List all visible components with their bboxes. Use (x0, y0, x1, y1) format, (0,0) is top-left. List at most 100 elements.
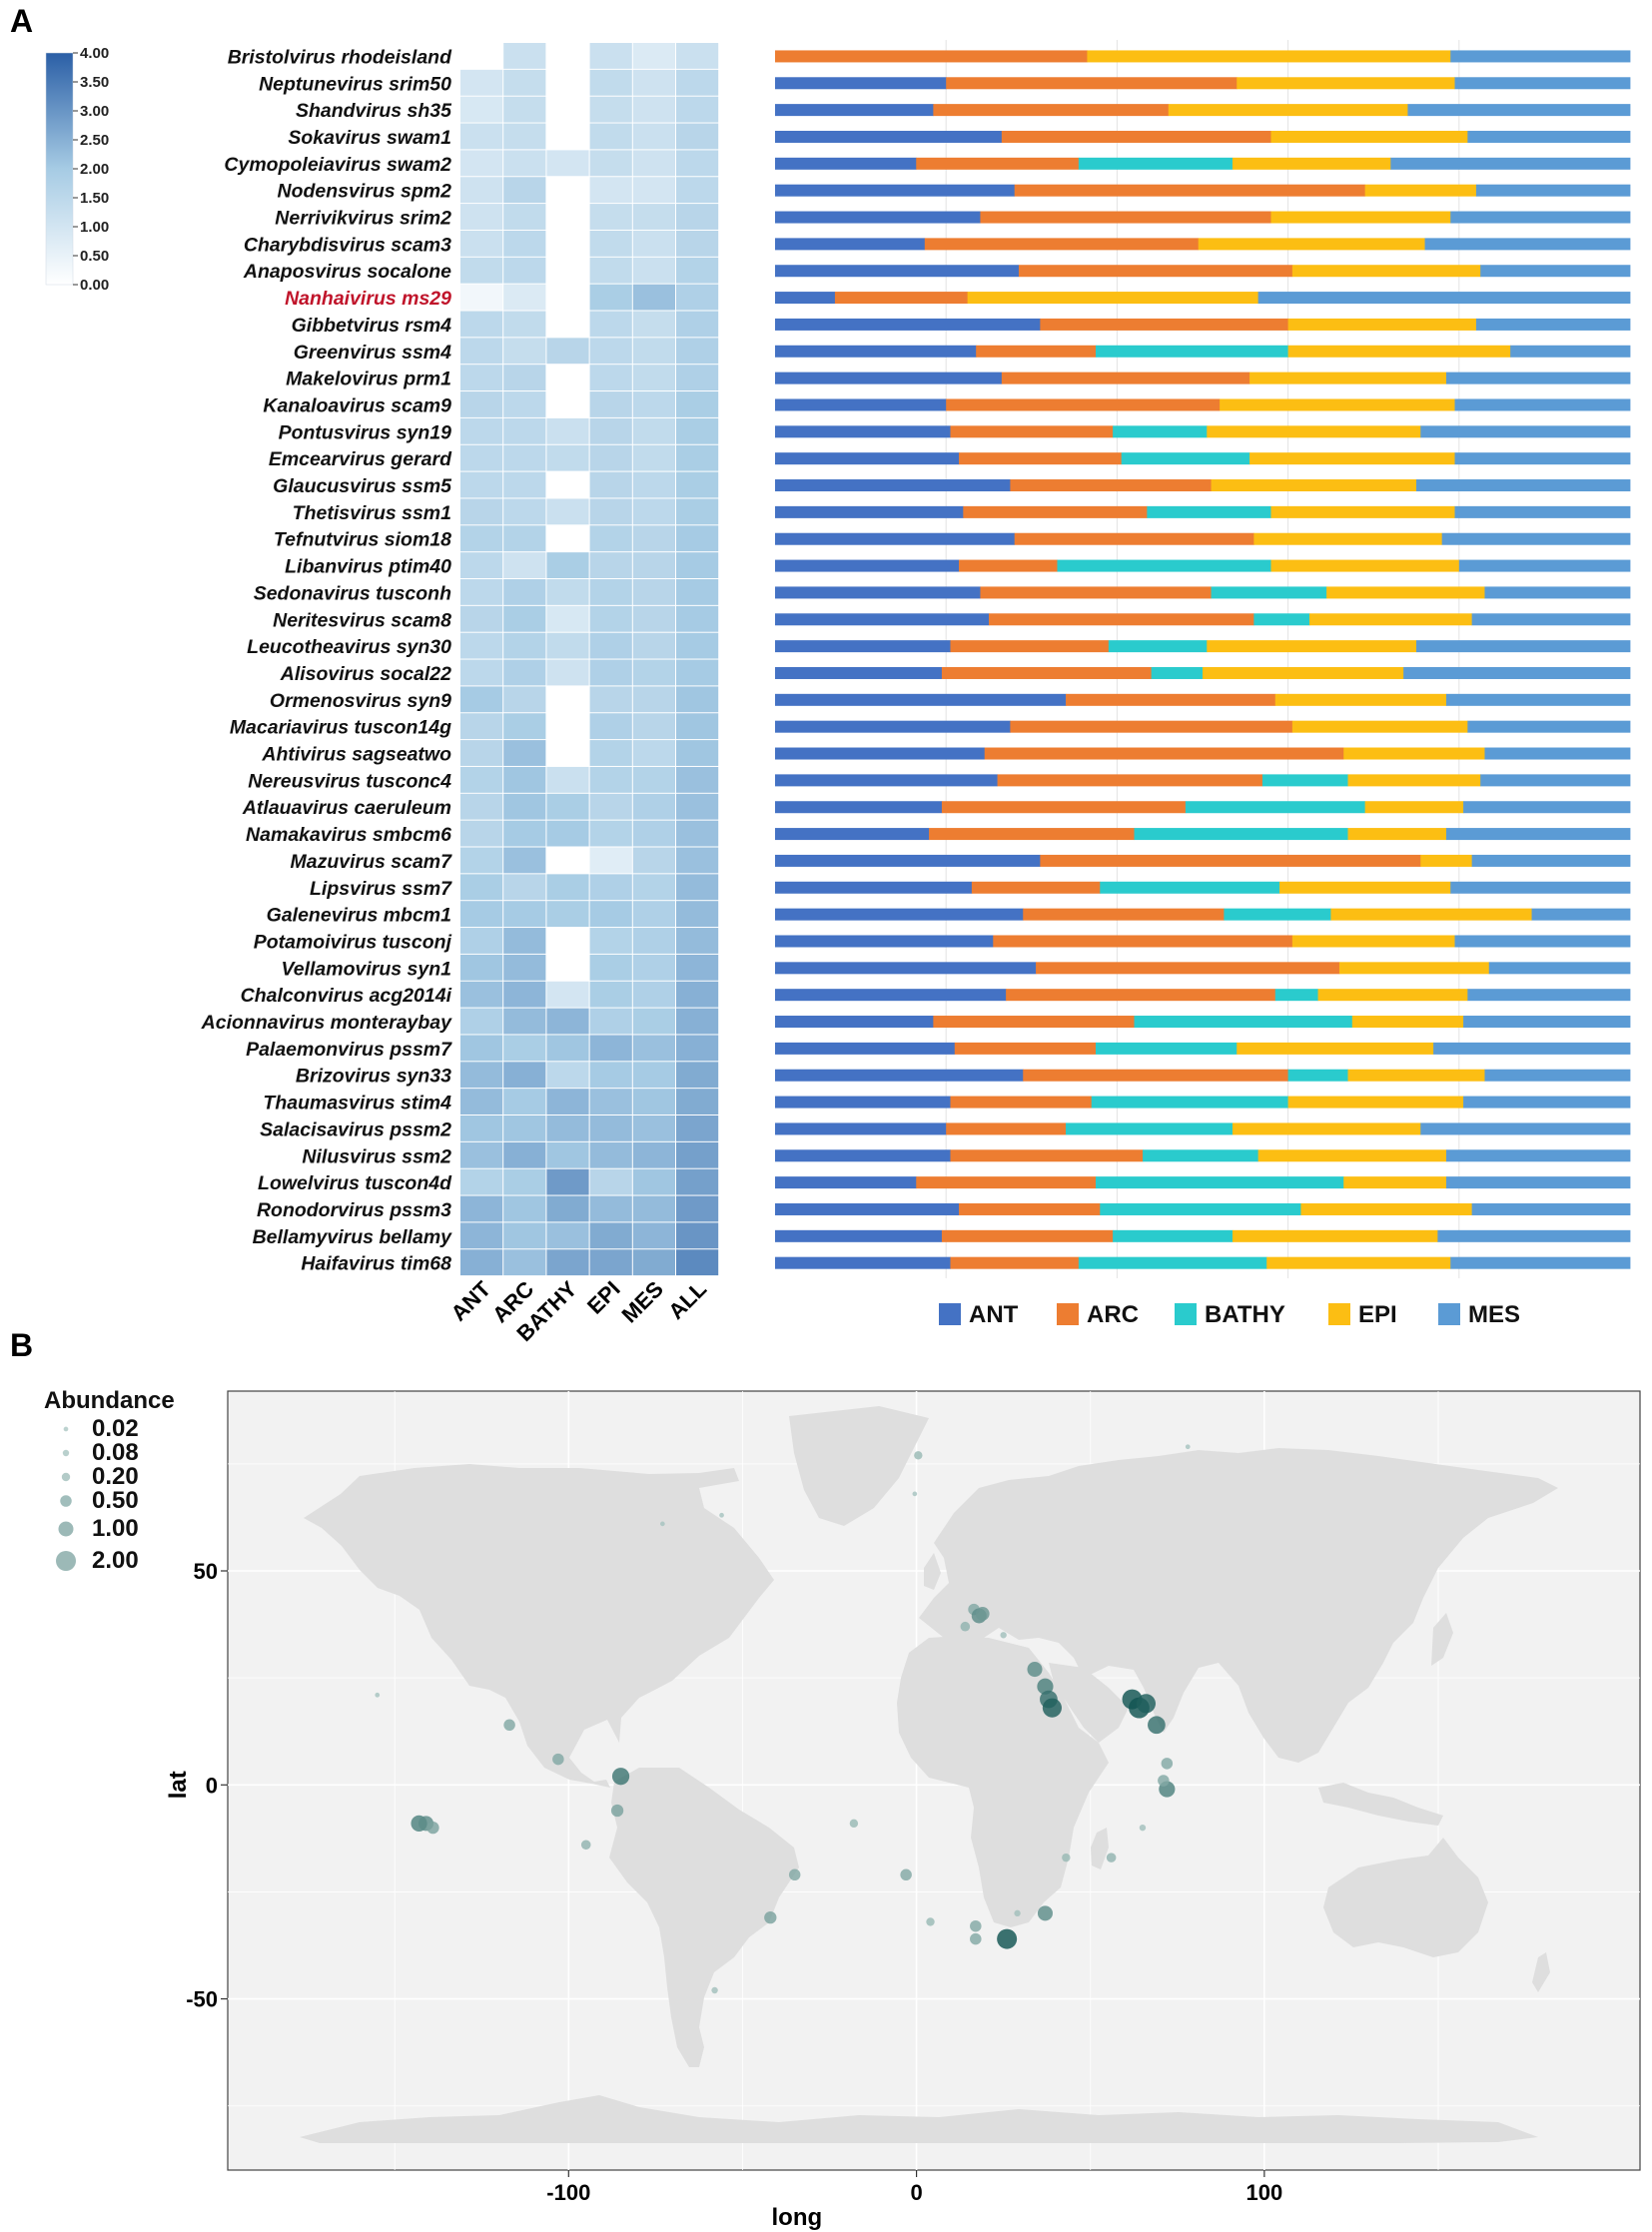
bar-segment (1450, 50, 1631, 63)
bar-segment (775, 613, 990, 626)
heatmap-cell (589, 632, 632, 659)
heatmap-column-label: MES (617, 1276, 668, 1327)
y-tick-label: -50 (186, 1987, 218, 2012)
heatmap-cell (632, 1062, 675, 1089)
heatmap-row-label: Bellamyvirus bellamy (253, 1226, 453, 1248)
europe-asia (919, 1448, 1558, 1763)
heatmap-cell (589, 150, 632, 177)
bar-segment (1347, 1069, 1485, 1082)
bar-segment (1014, 184, 1366, 197)
heatmap-cell (676, 659, 719, 686)
heatmap-cell (460, 1195, 503, 1222)
bar-segment (1475, 318, 1631, 331)
bar-segment (1351, 1016, 1464, 1029)
heatmap-cell (460, 311, 503, 338)
heatmap-cell (632, 793, 675, 820)
heatmap-cell (676, 338, 719, 365)
heatmap-cell (460, 766, 503, 793)
bar-segment (1347, 774, 1481, 787)
bar-segment (775, 345, 977, 358)
heatmap-cell (460, 230, 503, 257)
heatmap-cell (632, 981, 675, 1008)
bar-segment (1168, 104, 1408, 117)
bar-segment (976, 345, 1097, 358)
heatmap-cell (460, 43, 503, 69)
heatmap-cell (546, 1249, 589, 1276)
bar-segment (775, 586, 981, 599)
heatmap-cell (503, 1141, 546, 1168)
bar-segment (1467, 130, 1631, 143)
bar-segment (1185, 801, 1366, 814)
bar-segment (1066, 1122, 1234, 1135)
heatmap-cell (589, 123, 632, 150)
bar-segment (775, 452, 960, 465)
heatmap-cell (460, 96, 503, 123)
bar-segment (1531, 908, 1631, 921)
bar-segment (1001, 130, 1271, 143)
bar-segment (775, 881, 973, 894)
bar-segment (1445, 372, 1631, 384)
bar-segment (950, 425, 1114, 438)
heatmap-row-label: Mazuvirus scam7 (291, 851, 453, 873)
heatmap-cell (546, 69, 589, 96)
bar-segment (1036, 962, 1340, 975)
heatmap-cell (503, 1089, 546, 1115)
bar-segment (775, 962, 1037, 975)
bar-segment (954, 1042, 1097, 1055)
heatmap-cell (503, 311, 546, 338)
heatmap-cell (546, 204, 589, 230)
heatmap-cell (632, 901, 675, 928)
heatmap-cell (503, 150, 546, 177)
heatmap-cell (589, 498, 632, 525)
bar-segment (834, 292, 968, 305)
bar-segment (1001, 372, 1250, 384)
heatmap-cell (632, 1249, 675, 1276)
map-point (914, 1451, 923, 1460)
colorbar-tick-label: 3.00 (80, 103, 109, 120)
bar-segment (1454, 398, 1631, 411)
heatmap-cell (460, 713, 503, 740)
heatmap-cell (460, 981, 503, 1008)
heatmap-cell (589, 713, 632, 740)
map-point (1000, 1632, 1007, 1639)
bar-segment (775, 184, 1016, 197)
map-points (375, 1444, 1191, 1994)
heatmap-cell (589, 43, 632, 69)
map-point (580, 1840, 591, 1851)
heatmap-cell (676, 847, 719, 874)
bar-segment (1220, 398, 1455, 411)
heatmap-cell (632, 69, 675, 96)
heatmap-cell (676, 1035, 719, 1062)
heatmap-cell (503, 444, 546, 471)
bar-segment (1420, 425, 1631, 438)
map-point (659, 1521, 665, 1527)
heatmap-cell (503, 820, 546, 847)
heatmap-cell (589, 257, 632, 284)
bar-segment (1441, 532, 1631, 545)
heatmap-cell (676, 123, 719, 150)
heatmap-cell (503, 338, 546, 365)
bar-segment (1147, 505, 1271, 518)
heatmap-cell (460, 552, 503, 578)
heatmap-row-label: Ahtivirus sagseatwo (261, 744, 451, 766)
heatmap-cell (503, 204, 546, 230)
heatmap-cell (503, 632, 546, 659)
bar-segment (980, 586, 1212, 599)
heatmap-cell (676, 43, 719, 69)
heatmap-row-label: Tefnutvirus siom18 (274, 529, 451, 551)
bar-segment (929, 828, 1135, 841)
heatmap-cell (632, 954, 675, 981)
bar-segment (775, 1096, 951, 1109)
heatmap-cell (676, 257, 719, 284)
legend-label: ARC (1087, 1301, 1139, 1328)
bar-segment (971, 881, 1101, 894)
heatmap-cell (460, 498, 503, 525)
bar-segment (1445, 693, 1631, 706)
colorbar: 4.00 3.50 3.00 2.50 2.00 1.50 1.00 0.50 0.00 (45, 45, 109, 294)
colorbar-tick-label: 4.00 (80, 45, 109, 62)
map-point (960, 1621, 971, 1632)
heatmap-cell (676, 1089, 719, 1115)
bar-segment (1108, 640, 1208, 653)
bar-segment (1437, 1229, 1631, 1242)
heatmap-cell (676, 365, 719, 391)
